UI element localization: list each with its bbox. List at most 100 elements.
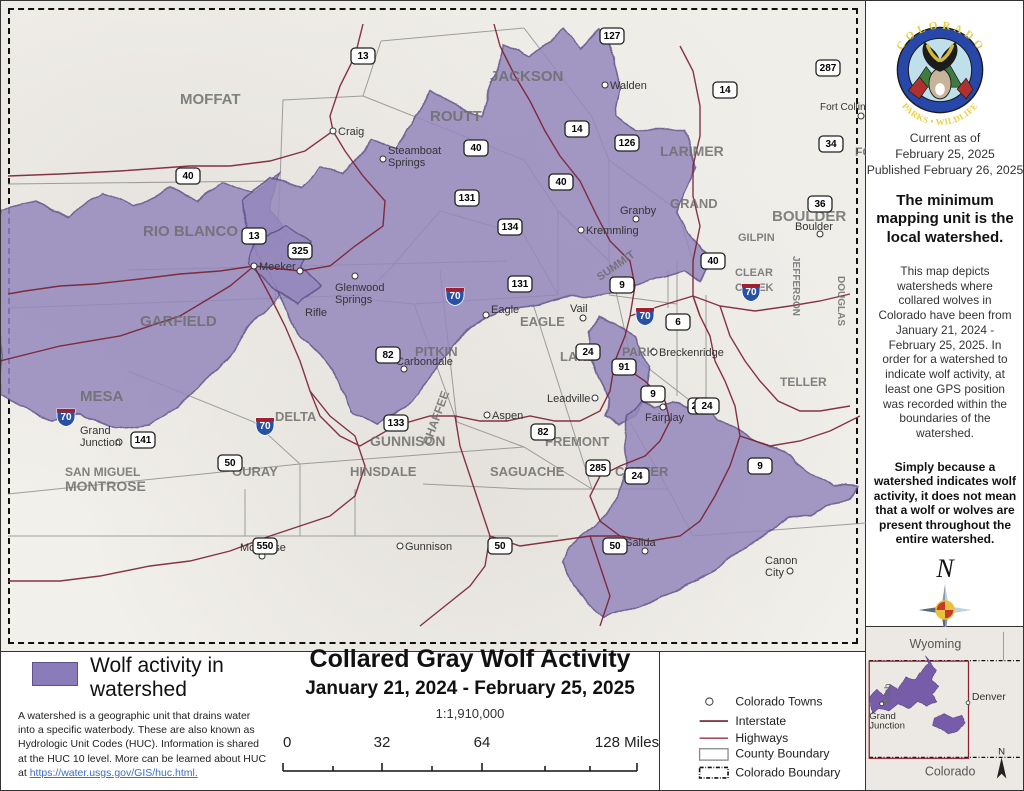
- svg-text:14: 14: [571, 124, 583, 135]
- svg-text:SAGUACHE: SAGUACHE: [490, 464, 565, 479]
- svg-text:Interstate: Interstate: [735, 714, 786, 728]
- svg-text:128 Miles: 128 Miles: [595, 734, 659, 751]
- svg-text:GUNNISON: GUNNISON: [370, 433, 445, 449]
- svg-text:325: 325: [292, 246, 309, 257]
- svg-text:MONTROSE: MONTROSE: [65, 478, 146, 494]
- svg-text:GRAND: GRAND: [670, 196, 718, 211]
- svg-text:32: 32: [374, 734, 391, 751]
- svg-text:6: 6: [675, 317, 681, 328]
- svg-text:Colorado: Colorado: [925, 765, 976, 779]
- svg-text:Carbondale: Carbondale: [396, 356, 453, 368]
- svg-text:FORT COLLINS: FORT COLLINS: [855, 145, 866, 159]
- svg-text:91: 91: [618, 362, 630, 373]
- svg-text:HINSDALE: HINSDALE: [350, 464, 417, 479]
- svg-text:9: 9: [757, 461, 763, 472]
- svg-text:131: 131: [459, 193, 476, 204]
- svg-text:Eagle: Eagle: [491, 304, 519, 316]
- svg-text:70: 70: [60, 412, 72, 423]
- svg-text:24: 24: [701, 401, 713, 412]
- svg-text:14: 14: [719, 85, 731, 96]
- svg-text:Grand: Grand: [80, 425, 111, 437]
- svg-text:Junction: Junction: [80, 437, 121, 449]
- svg-text:JEFFERSON: JEFFERSON: [790, 256, 801, 316]
- svg-text:34: 34: [825, 139, 837, 150]
- svg-text:MOFFAT: MOFFAT: [180, 91, 241, 108]
- svg-text:Meeker: Meeker: [259, 261, 296, 273]
- svg-text:550: 550: [257, 541, 274, 552]
- svg-text:Colorado Boundary: Colorado Boundary: [735, 765, 841, 779]
- svg-text:40: 40: [555, 177, 567, 188]
- svg-text:24: 24: [582, 347, 594, 358]
- svg-text:Rifle: Rifle: [305, 307, 327, 319]
- svg-text:CLEAR: CLEAR: [735, 267, 773, 279]
- svg-text:GARFIELD: GARFIELD: [140, 313, 217, 330]
- svg-text:131: 131: [512, 279, 529, 290]
- svg-text:City: City: [765, 567, 784, 579]
- svg-text:Gunnison: Gunnison: [405, 541, 452, 553]
- svg-text:LARIMER: LARIMER: [660, 143, 724, 159]
- svg-text:127: 127: [604, 31, 621, 42]
- svg-text:Fairplay: Fairplay: [645, 412, 685, 424]
- svg-text:40: 40: [707, 256, 719, 267]
- svg-text:Canon: Canon: [765, 555, 797, 567]
- svg-text:36: 36: [814, 199, 826, 210]
- svg-text:Breckenridge: Breckenridge: [659, 347, 724, 359]
- svg-text:287: 287: [820, 63, 837, 74]
- svg-text:Springs: Springs: [388, 157, 426, 169]
- svg-text:ROUTT: ROUTT: [430, 108, 482, 125]
- svg-text:Aspen: Aspen: [492, 410, 523, 422]
- svg-text:N: N: [935, 555, 955, 583]
- svg-text:PARK: PARK: [622, 345, 655, 359]
- svg-text:TELLER: TELLER: [780, 375, 827, 389]
- svg-text:DELTA: DELTA: [275, 409, 317, 424]
- svg-text:Highways: Highways: [735, 731, 788, 745]
- svg-text:Kremmling: Kremmling: [586, 225, 639, 237]
- svg-text:13: 13: [248, 231, 260, 242]
- svg-text:Wyoming: Wyoming: [910, 637, 962, 651]
- svg-text:RIO BLANCO: RIO BLANCO: [143, 223, 238, 240]
- svg-text:Glenwood: Glenwood: [335, 282, 385, 294]
- svg-text:24: 24: [631, 471, 643, 482]
- svg-text:Boulder: Boulder: [795, 221, 833, 233]
- svg-text:64: 64: [474, 734, 491, 751]
- svg-text:134: 134: [502, 222, 519, 233]
- svg-text:50: 50: [494, 541, 506, 552]
- svg-text:GILPIN: GILPIN: [738, 232, 775, 244]
- svg-text:70: 70: [449, 291, 461, 302]
- svg-text:MESA: MESA: [80, 388, 124, 405]
- svg-text:50: 50: [609, 541, 621, 552]
- svg-text:285: 285: [590, 463, 607, 474]
- svg-text:Springs: Springs: [335, 294, 373, 306]
- svg-text:N: N: [998, 747, 1005, 758]
- svg-text:Salida: Salida: [625, 537, 656, 549]
- svg-text:9: 9: [619, 280, 625, 291]
- svg-text:9: 9: [650, 389, 656, 400]
- svg-text:Colorado Towns: Colorado Towns: [735, 695, 822, 709]
- svg-text:Steamboat: Steamboat: [388, 145, 441, 157]
- svg-text:70: 70: [745, 287, 757, 298]
- svg-text:SAN MIGUEL: SAN MIGUEL: [65, 465, 140, 479]
- svg-text:0: 0: [283, 734, 291, 751]
- svg-text:Craig: Craig: [338, 126, 364, 138]
- svg-text:Walden: Walden: [610, 80, 647, 92]
- svg-text:JACKSON: JACKSON: [490, 68, 563, 85]
- svg-text:Vail: Vail: [570, 303, 588, 315]
- svg-text:141: 141: [135, 435, 152, 446]
- svg-text:70: 70: [639, 311, 651, 322]
- svg-text:40: 40: [470, 143, 482, 154]
- svg-text:82: 82: [382, 350, 394, 361]
- svg-text:13: 13: [357, 51, 369, 62]
- svg-text:Granby: Granby: [620, 205, 657, 217]
- svg-text:82: 82: [537, 427, 549, 438]
- svg-text:Fort Collins: Fort Collins: [820, 102, 866, 113]
- svg-text:Denver: Denver: [972, 691, 1006, 703]
- svg-text:133: 133: [388, 418, 405, 429]
- svg-text:70: 70: [259, 421, 271, 432]
- svg-text:Utah: Utah: [882, 683, 893, 703]
- svg-text:126: 126: [619, 138, 636, 149]
- svg-text:County Boundary: County Boundary: [735, 747, 830, 761]
- svg-text:Junction: Junction: [869, 721, 905, 732]
- svg-text:50: 50: [224, 458, 236, 469]
- svg-text:40: 40: [182, 171, 194, 182]
- svg-text:DOUGLAS: DOUGLAS: [835, 276, 846, 326]
